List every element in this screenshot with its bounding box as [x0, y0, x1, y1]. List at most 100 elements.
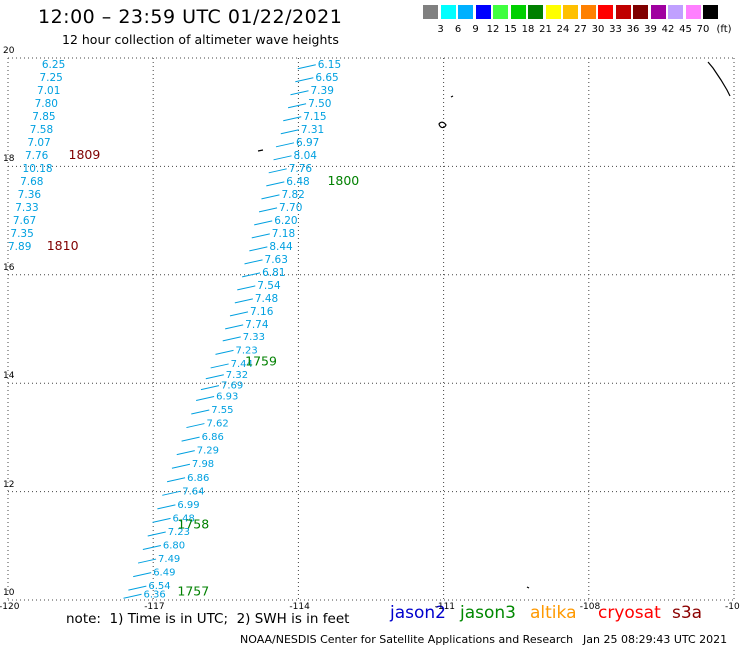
- track-tick: [295, 77, 314, 83]
- swh-value-label: 7.23: [168, 527, 190, 538]
- track-tick: [176, 450, 195, 456]
- satellite-legend-altika: altika: [530, 603, 577, 623]
- x-tick-label: -111: [434, 602, 456, 612]
- track-tick: [215, 349, 234, 355]
- swh-value-label: 6.97: [296, 137, 319, 149]
- track-tick: [123, 593, 142, 599]
- island-outline: [526, 586, 530, 589]
- track-tick-marks: [123, 64, 316, 599]
- satellite-legend-cryosat: cryosat: [598, 603, 661, 623]
- y-tick-label: 18: [3, 154, 15, 165]
- swh-value-label: 7.35: [10, 228, 33, 240]
- swh-value-label: 6.15: [318, 59, 341, 71]
- swh-value-label: 6.80: [163, 541, 185, 552]
- color-scale-label: 30: [591, 24, 605, 35]
- color-swatch: [528, 5, 544, 19]
- color-swatch: [423, 5, 439, 19]
- y-tick-label: 20: [3, 46, 15, 56]
- track-tick: [191, 409, 210, 415]
- track-tick: [237, 285, 256, 291]
- track-tick: [280, 129, 299, 135]
- color-swatch: [458, 5, 474, 19]
- swh-value-label: 7.74: [245, 319, 269, 331]
- swh-value-label: 8.44: [269, 241, 293, 253]
- x-tick-label: -117: [144, 602, 165, 612]
- time-label: 1758: [177, 516, 209, 531]
- satellite-legend-s3a: s3a: [672, 603, 703, 623]
- swh-value-label: 7.32: [226, 370, 248, 381]
- island-outline: [257, 149, 264, 152]
- swh-value-label: 6.49: [153, 568, 175, 579]
- mainland-coast-outline: [707, 61, 731, 97]
- grid-lines: [7, 57, 735, 601]
- swh-value-label: 6.86: [202, 432, 224, 443]
- swh-value-label: 6.25: [42, 59, 65, 71]
- swh-value-label: 7.07: [27, 137, 50, 149]
- color-swatch: [563, 5, 579, 19]
- color-scale-label: 70: [696, 24, 710, 35]
- track-tick: [210, 363, 229, 369]
- swh-value-label: 7.82: [281, 189, 304, 201]
- swh-value-label: 7.44: [231, 359, 253, 370]
- swh-value-label: 6.48: [173, 513, 195, 524]
- satellite-legend-jason3: jason3: [460, 603, 516, 623]
- color-scale-label: 3: [437, 24, 444, 35]
- y-tick-label: 10: [3, 588, 15, 598]
- chart-subtitle: 12 hour collection of altimeter wave hei…: [62, 32, 339, 47]
- track-tick: [133, 572, 152, 578]
- swh-value-label: 7.15: [303, 111, 326, 123]
- color-scale-label: 36: [626, 24, 640, 35]
- swh-value-label: 7.33: [15, 202, 38, 214]
- track-tick: [171, 463, 191, 469]
- track-tick: [275, 142, 295, 148]
- track-tick: [283, 116, 302, 122]
- swh-value-label: 7.69: [221, 381, 243, 392]
- track-tick: [241, 272, 261, 278]
- track-tick: [254, 220, 273, 226]
- track-tick: [290, 90, 309, 96]
- color-scale-label: 33: [609, 24, 622, 35]
- color-swatch: [440, 5, 457, 19]
- track-tick: [162, 490, 181, 496]
- swh-value-label: 6.65: [315, 72, 338, 84]
- swh-value-label: 7.29: [197, 446, 219, 457]
- swh-value-label: 7.76: [289, 163, 313, 175]
- data-labels: 6.257.257.017.807.857.587.077.7610.187.6…: [8, 59, 359, 601]
- track-tick: [266, 181, 285, 187]
- track-tick: [142, 545, 161, 550]
- color-scale-label: 21: [539, 24, 552, 35]
- swh-value-label: 6.93: [216, 391, 238, 402]
- color-scale-label: 6: [454, 24, 462, 35]
- x-tick-label: -114: [289, 602, 310, 612]
- track-tick: [181, 436, 200, 442]
- swh-value-label: 7.31: [301, 124, 324, 136]
- x-tick-label: -120: [0, 602, 20, 612]
- track-tick: [205, 374, 224, 380]
- track-tick: [147, 531, 166, 537]
- color-scale-label: 24: [556, 24, 570, 35]
- swh-value-label: 7.98: [192, 459, 214, 470]
- track-tick: [297, 64, 316, 70]
- color-swatch: [668, 5, 684, 19]
- swh-value-label: 7.49: [158, 554, 180, 565]
- swh-value-label: 7.50: [308, 98, 331, 110]
- color-swatch: [703, 5, 719, 19]
- x-tick-label: -108: [579, 602, 601, 612]
- swh-value-label: 6.81: [262, 267, 285, 279]
- swh-value-label: 6.48: [286, 176, 309, 188]
- swh-value-label: 6.20: [274, 215, 297, 227]
- track-tick: [261, 194, 280, 200]
- track-tick: [200, 385, 220, 391]
- swh-value-label: 7.80: [35, 98, 58, 110]
- swh-value-label: 7.70: [279, 202, 302, 214]
- track-tick: [268, 168, 287, 174]
- color-scale-label: 9: [472, 24, 479, 35]
- color-scale-label: 27: [574, 24, 587, 35]
- island-outline: [450, 95, 454, 98]
- track-tick: [166, 477, 186, 483]
- color-swatch: [545, 5, 562, 19]
- color-scale-label: 39: [644, 24, 657, 35]
- swh-value-label: 7.25: [39, 72, 62, 84]
- color-swatch: [475, 5, 492, 19]
